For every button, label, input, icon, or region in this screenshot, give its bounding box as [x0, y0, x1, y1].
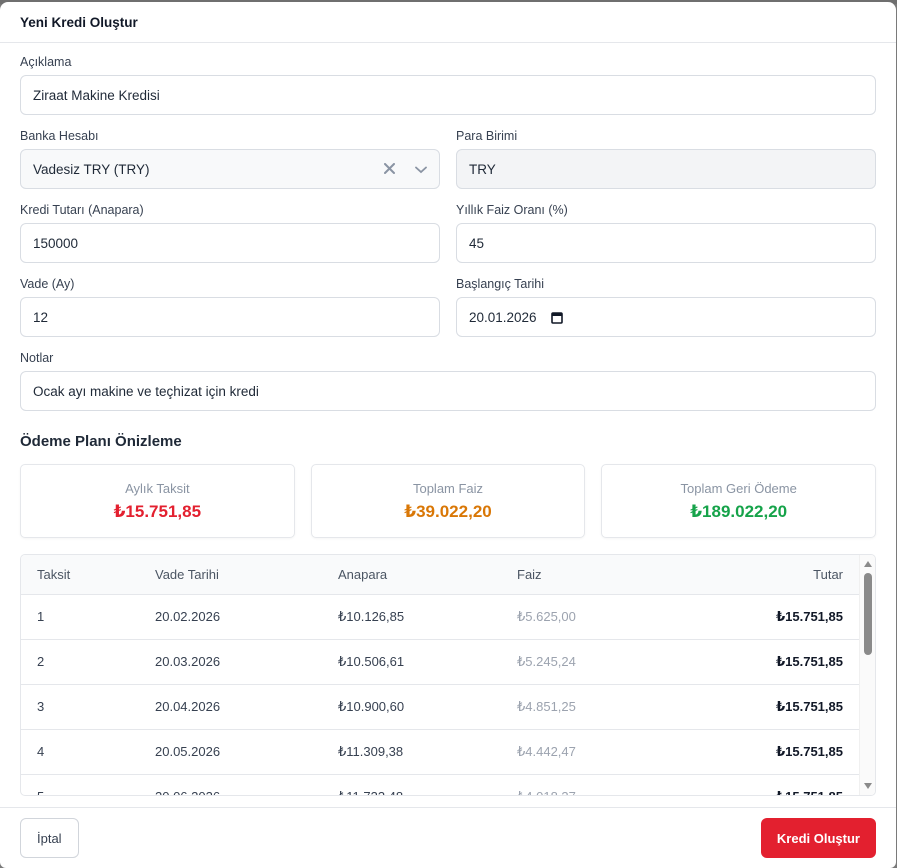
- cell-principal: ₺10.900,60: [322, 684, 501, 730]
- description-label: Açıklama: [20, 55, 72, 69]
- cell-due-date: 20.04.2026: [139, 684, 322, 730]
- summary-label: Aylık Taksit: [125, 480, 190, 496]
- interest-rate-field: Yıllık Faiz Oranı (%) 45: [456, 203, 876, 263]
- description-input[interactable]: Ziraat Makine Kredisi: [20, 75, 876, 115]
- summary-value: ₺189.022,20: [690, 501, 788, 521]
- table-row: 3 20.04.2026 ₺10.900,60 ₺4.851,25 ₺15.75…: [21, 684, 859, 730]
- summary-label: Toplam Faiz: [412, 480, 484, 496]
- cell-due-date: 20.06.2026: [139, 774, 322, 795]
- table-row: 1 20.02.2026 ₺10.126,85 ₺5.625,00 ₺15.75…: [21, 594, 859, 640]
- create-loan-button[interactable]: Kredi Oluştur: [760, 818, 876, 858]
- cell-principal: ₺10.506,61: [322, 639, 501, 685]
- notes-label: Notlar: [20, 351, 54, 365]
- cell-interest: ₺5.245,24: [501, 639, 671, 685]
- cell-due-date: 20.05.2026: [139, 729, 322, 775]
- payment-schedule-table: Taksit Vade Tarihi Anapara Faiz Tutar 1 …: [20, 554, 876, 796]
- cell-principal: ₺11.733,48: [322, 774, 501, 795]
- cell-installment: 2: [21, 639, 139, 685]
- cell-installment: 1: [21, 594, 139, 640]
- principal-input[interactable]: 150000: [20, 223, 440, 263]
- cell-installment: 3: [21, 684, 139, 730]
- col-interest: Faiz: [501, 555, 671, 595]
- clear-icon[interactable]: [384, 162, 395, 177]
- col-due-date: Vade Tarihi: [139, 555, 322, 595]
- col-amount: Tutar: [671, 555, 859, 595]
- interest-rate-label: Yıllık Faiz Oranı (%): [456, 203, 568, 217]
- bank-account-select[interactable]: Vadesiz TRY (TRY): [20, 149, 440, 189]
- modal-header: Yeni Kredi Oluştur: [0, 2, 896, 43]
- table-row: 4 20.05.2026 ₺11.309,38 ₺4.442,47 ₺15.75…: [21, 729, 859, 775]
- col-principal: Anapara: [322, 555, 501, 595]
- summary-cards: Aylık Taksit ₺15.751,85 Toplam Faiz ₺39.…: [20, 464, 877, 538]
- cell-interest: ₺4.851,25: [501, 684, 671, 730]
- cell-interest: ₺4.018,37: [501, 774, 671, 795]
- modal-title: Yeni Kredi Oluştur: [20, 14, 138, 30]
- currency-input: TRY: [456, 149, 876, 189]
- currency-field: Para Birimi TRY: [456, 129, 876, 189]
- monthly-installment-card: Aylık Taksit ₺15.751,85: [20, 464, 295, 538]
- bank-account-label: Banka Hesabı: [20, 129, 99, 143]
- modal-body: Açıklama Ziraat Makine Kredisi Banka Hes…: [0, 43, 896, 807]
- table-scrollbar[interactable]: [859, 555, 875, 795]
- principal-field: Kredi Tutarı (Anapara) 150000: [20, 203, 440, 263]
- cell-principal: ₺11.309,38: [322, 729, 501, 775]
- cell-amount: ₺15.751,85: [671, 774, 859, 795]
- start-date-field: Başlangıç Tarihi 20.01.2026: [456, 277, 876, 337]
- cell-installment: 5: [21, 774, 139, 795]
- description-field: Açıklama Ziraat Makine Kredisi: [20, 55, 876, 115]
- cell-installment: 4: [21, 729, 139, 775]
- term-input[interactable]: 12: [20, 297, 440, 337]
- cell-interest: ₺5.625,00: [501, 594, 671, 640]
- cell-due-date: 20.03.2026: [139, 639, 322, 685]
- payment-plan-title: Ödeme Planı Önizleme: [20, 433, 182, 450]
- col-installment: Taksit: [21, 555, 139, 595]
- chevron-down-icon[interactable]: [415, 162, 427, 177]
- interest-rate-input[interactable]: 45: [456, 223, 876, 263]
- cell-amount: ₺15.751,85: [671, 639, 859, 685]
- scroll-down-arrow-icon[interactable]: [864, 783, 872, 789]
- total-interest-card: Toplam Faiz ₺39.022,20: [310, 464, 586, 538]
- start-date-value: 20.01.2026: [469, 309, 537, 325]
- scroll-up-arrow-icon[interactable]: [864, 561, 872, 567]
- cell-amount: ₺15.751,85: [671, 729, 859, 775]
- summary-value: ₺15.751,85: [113, 501, 202, 521]
- total-repayment-card: Toplam Geri Ödeme ₺189.022,20: [601, 464, 877, 538]
- table-row: 5 20.06.2026 ₺11.733,48 ₺4.018,37 ₺15.75…: [21, 774, 859, 795]
- cell-interest: ₺4.442,47: [501, 729, 671, 775]
- notes-field: Notlar Ocak ayı makine ve teçhizat için …: [20, 351, 876, 411]
- table-row: 2 20.03.2026 ₺10.506,61 ₺5.245,24 ₺15.75…: [21, 639, 859, 685]
- start-date-input[interactable]: 20.01.2026: [456, 297, 876, 337]
- cell-amount: ₺15.751,85: [671, 594, 859, 640]
- cell-amount: ₺15.751,85: [671, 684, 859, 730]
- currency-label: Para Birimi: [456, 129, 518, 143]
- bank-account-value: Vadesiz TRY (TRY): [33, 161, 150, 177]
- principal-label: Kredi Tutarı (Anapara): [20, 203, 144, 217]
- term-label: Vade (Ay): [20, 277, 75, 291]
- scroll-thumb[interactable]: [864, 573, 872, 655]
- term-field: Vade (Ay) 12: [20, 277, 440, 337]
- bank-account-field: Banka Hesabı Vadesiz TRY (TRY): [20, 129, 440, 189]
- cell-principal: ₺10.126,85: [322, 594, 501, 640]
- cancel-button[interactable]: İptal: [20, 818, 79, 858]
- cell-due-date: 20.02.2026: [139, 594, 322, 640]
- notes-input[interactable]: Ocak ayı makine ve teçhizat için kredi: [20, 371, 876, 411]
- calendar-icon[interactable]: [550, 311, 563, 324]
- summary-value: ₺39.022,20: [404, 501, 492, 521]
- modal-footer: İptal Kredi Oluştur: [0, 807, 896, 868]
- start-date-label: Başlangıç Tarihi: [456, 277, 545, 291]
- summary-label: Toplam Geri Ödeme: [680, 480, 797, 496]
- table-header-row: Taksit Vade Tarihi Anapara Faiz Tutar: [21, 555, 859, 595]
